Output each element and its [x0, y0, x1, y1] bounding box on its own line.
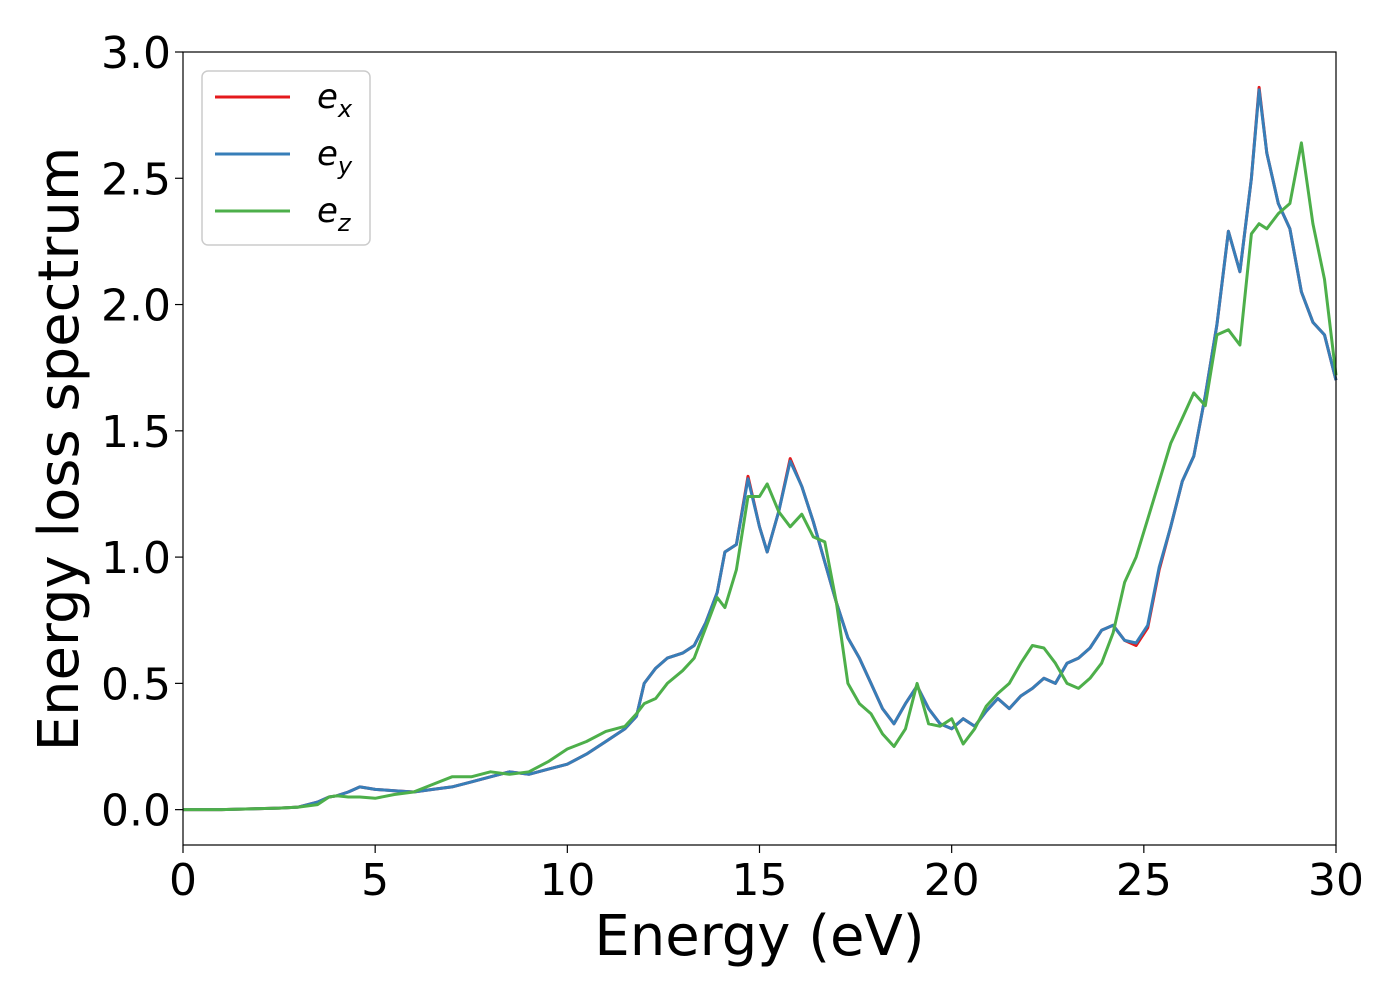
- y-tick-label: 2.0: [101, 281, 171, 332]
- legend-label-base: e: [317, 134, 338, 174]
- x-axis-label: Energy (eV): [594, 904, 924, 969]
- x-tick-label: 20: [924, 855, 980, 906]
- x-tick-label: 0: [169, 855, 197, 906]
- legend-label-subscript: z: [337, 209, 352, 237]
- series-line-ez: [183, 141, 1338, 812]
- legend-label: ez: [317, 191, 352, 237]
- y-tick-label: 1.0: [101, 533, 171, 584]
- y-tick-label: 0.0: [101, 786, 171, 837]
- legend-label-subscript: x: [337, 95, 353, 123]
- legend-box: [201, 70, 371, 246]
- series-layer: [183, 85, 1338, 812]
- x-tick-label: 10: [539, 855, 595, 906]
- y-tick-label: 0.5: [101, 659, 171, 710]
- tick-layer: 0 5 10 15 20 25 30 0.0 0.5 1.0 1.5 2.0 2.5 3.0: [101, 28, 1364, 906]
- x-tick-label: 30: [1308, 855, 1364, 906]
- x-tick-label: 25: [1116, 855, 1172, 906]
- y-tick-label: 2.5: [101, 154, 171, 205]
- legend-label-base: e: [317, 191, 338, 231]
- legend-label-subscript: y: [337, 152, 353, 180]
- y-tick-label: 1.5: [101, 407, 171, 458]
- y-axis-label: Energy loss spectrum: [27, 147, 92, 752]
- y-tick-label: 3.0: [101, 28, 171, 79]
- legend-label-base: e: [317, 77, 338, 117]
- x-tick-label: 5: [361, 855, 389, 906]
- x-tick-label: 15: [732, 855, 788, 906]
- legend-label: ey: [317, 134, 353, 180]
- legend-label: ex: [317, 77, 353, 123]
